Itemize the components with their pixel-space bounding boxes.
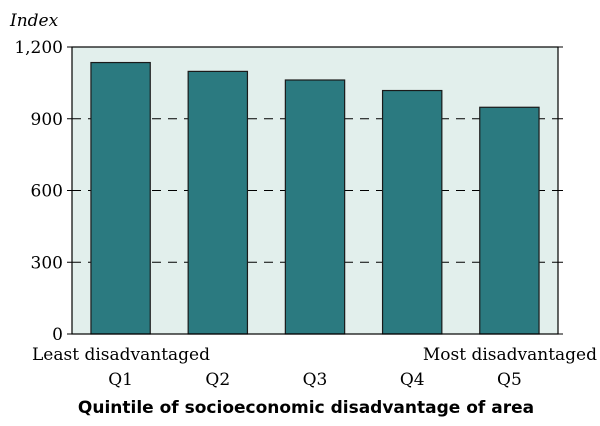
- bar-q4: [381, 89, 443, 335]
- x-axis-title: Quintile of socioeconomic disadvantage o…: [78, 398, 534, 418]
- y-tick-label: 300: [31, 253, 63, 273]
- bar-q5: [479, 106, 540, 335]
- bar-q2: [187, 70, 249, 335]
- x-tick-label: Q1: [108, 370, 133, 390]
- bar-q1: [90, 61, 151, 335]
- x-tick-label: Q5: [497, 370, 522, 390]
- x-tick-label: Q4: [400, 370, 425, 390]
- y-tick-label: 600: [31, 182, 63, 202]
- x-axis-left-end-label: Least disadvantaged: [32, 345, 210, 365]
- x-tick-label: Q2: [205, 370, 230, 390]
- y-axis-label: Index: [9, 11, 59, 31]
- y-tick-label: 0: [52, 325, 63, 345]
- bar-q3: [284, 79, 346, 335]
- y-tick-label: 900: [31, 110, 63, 130]
- x-tick-label: Q3: [303, 370, 328, 390]
- y-tick-label: 1,200: [14, 38, 63, 58]
- x-axis-right-end-label: Most disadvantaged: [423, 345, 597, 365]
